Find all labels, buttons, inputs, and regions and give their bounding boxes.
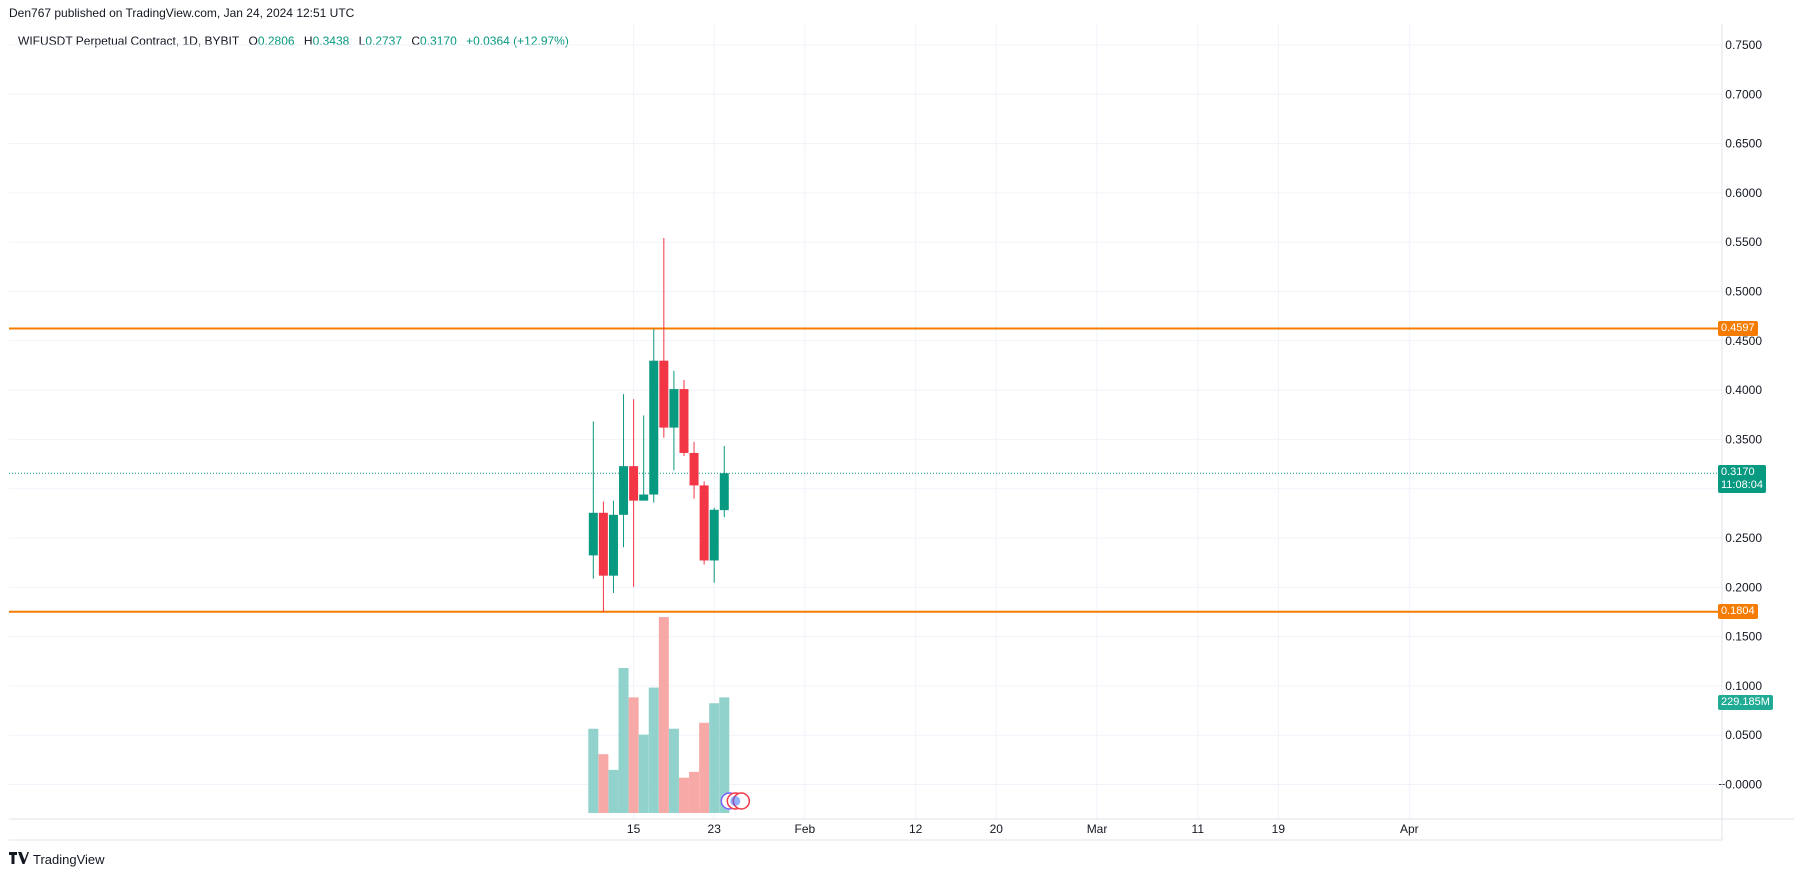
candle-up bbox=[709, 509, 719, 561]
tradingview-brand: TradingView bbox=[33, 851, 105, 867]
tradingview-logo[interactable]: TradingView bbox=[9, 851, 105, 867]
event-flag-inner-icon bbox=[730, 796, 741, 806]
candle-up bbox=[619, 466, 629, 515]
tv-logo-icon bbox=[9, 851, 29, 867]
y-tick-label: 0.2500 bbox=[1725, 531, 1762, 545]
y-tick-label: 0.5000 bbox=[1725, 285, 1762, 299]
grid-lines bbox=[9, 24, 1790, 859]
y-tick-label: 0.4500 bbox=[1725, 334, 1762, 348]
candle-down bbox=[699, 485, 709, 561]
x-tick-label: Mar bbox=[1087, 822, 1108, 836]
y-tick-label: 0.6500 bbox=[1725, 137, 1762, 151]
resistance-price-label: 0.4597 bbox=[1718, 320, 1758, 336]
volume-bar bbox=[658, 617, 669, 813]
volume-bars bbox=[588, 617, 730, 813]
y-tick-label: 0.4000 bbox=[1725, 383, 1762, 397]
volume-bar bbox=[648, 687, 659, 813]
volume-bar bbox=[689, 771, 700, 813]
x-tick-label: 15 bbox=[627, 822, 641, 836]
volume-bar bbox=[598, 754, 609, 813]
y-tick-label: 0.6000 bbox=[1725, 186, 1762, 200]
x-tick-label: Feb bbox=[795, 822, 816, 836]
candle-up bbox=[588, 512, 598, 556]
y-tick-label: 0.3500 bbox=[1725, 432, 1762, 446]
y-tick-label: 0.2000 bbox=[1725, 580, 1762, 594]
candle-up bbox=[649, 360, 659, 495]
x-tick-label: 23 bbox=[708, 822, 722, 836]
last-price-label: 0.3170 11:08:04 bbox=[1718, 465, 1767, 494]
y-tick-label: 0.5500 bbox=[1725, 235, 1762, 249]
volume-bar bbox=[709, 703, 720, 813]
volume-bar bbox=[678, 777, 689, 813]
open-label: O bbox=[248, 34, 258, 48]
volume-value-label: 229.185M bbox=[1718, 695, 1773, 710]
plot-area bbox=[9, 24, 1790, 859]
close-label: C bbox=[411, 34, 421, 48]
y-tick-label: 0.1000 bbox=[1725, 679, 1762, 693]
volume-bar bbox=[608, 769, 619, 813]
x-tick-label: 19 bbox=[1272, 822, 1286, 836]
volume-bar bbox=[719, 697, 730, 813]
volume-bar bbox=[588, 728, 599, 813]
x-tick-label: Apr bbox=[1400, 822, 1419, 836]
candles bbox=[588, 237, 729, 613]
bar-countdown: 11:08:04 bbox=[1721, 479, 1764, 492]
x-tick-label: 20 bbox=[990, 822, 1004, 836]
volume-bar bbox=[628, 697, 639, 813]
x-tick-label: 12 bbox=[909, 822, 923, 836]
candle-up bbox=[608, 514, 618, 576]
y-tick-label: 0.1500 bbox=[1725, 630, 1762, 644]
candle-down bbox=[598, 512, 608, 576]
candle-up bbox=[639, 494, 649, 501]
y-tick-label: 0.0500 bbox=[1725, 728, 1762, 742]
last-price-value: 0.3170 bbox=[1721, 466, 1755, 479]
y-tick-label: 0.7000 bbox=[1725, 87, 1762, 101]
support-price-label: 0.1804 bbox=[1718, 603, 1758, 619]
candle-down bbox=[679, 389, 689, 453]
candle-down bbox=[629, 466, 639, 501]
x-tick-label: 11 bbox=[1192, 822, 1205, 836]
y-tick-label: −0.0000 bbox=[1718, 778, 1762, 792]
horizontal-levels bbox=[9, 327, 1722, 613]
volume-bar bbox=[638, 734, 649, 813]
y-tick-label: 0.7500 bbox=[1725, 38, 1762, 52]
candle-down bbox=[689, 452, 699, 486]
low-label: L bbox=[358, 34, 366, 48]
volume-bar bbox=[699, 722, 710, 813]
event-markers bbox=[720, 792, 751, 810]
volume-bar bbox=[618, 667, 629, 813]
axes: 0.7500 0.7000 0.6500 0.6000 0.5500 0.5000 0.45… bbox=[9, 24, 1794, 841]
high-label: H bbox=[303, 34, 313, 48]
candle-up bbox=[719, 473, 729, 511]
candle-up bbox=[669, 389, 679, 428]
volume-bar bbox=[668, 728, 679, 813]
publish-info: Den767 published on TradingView.com, Jan… bbox=[9, 6, 355, 20]
candle-down bbox=[659, 360, 669, 428]
